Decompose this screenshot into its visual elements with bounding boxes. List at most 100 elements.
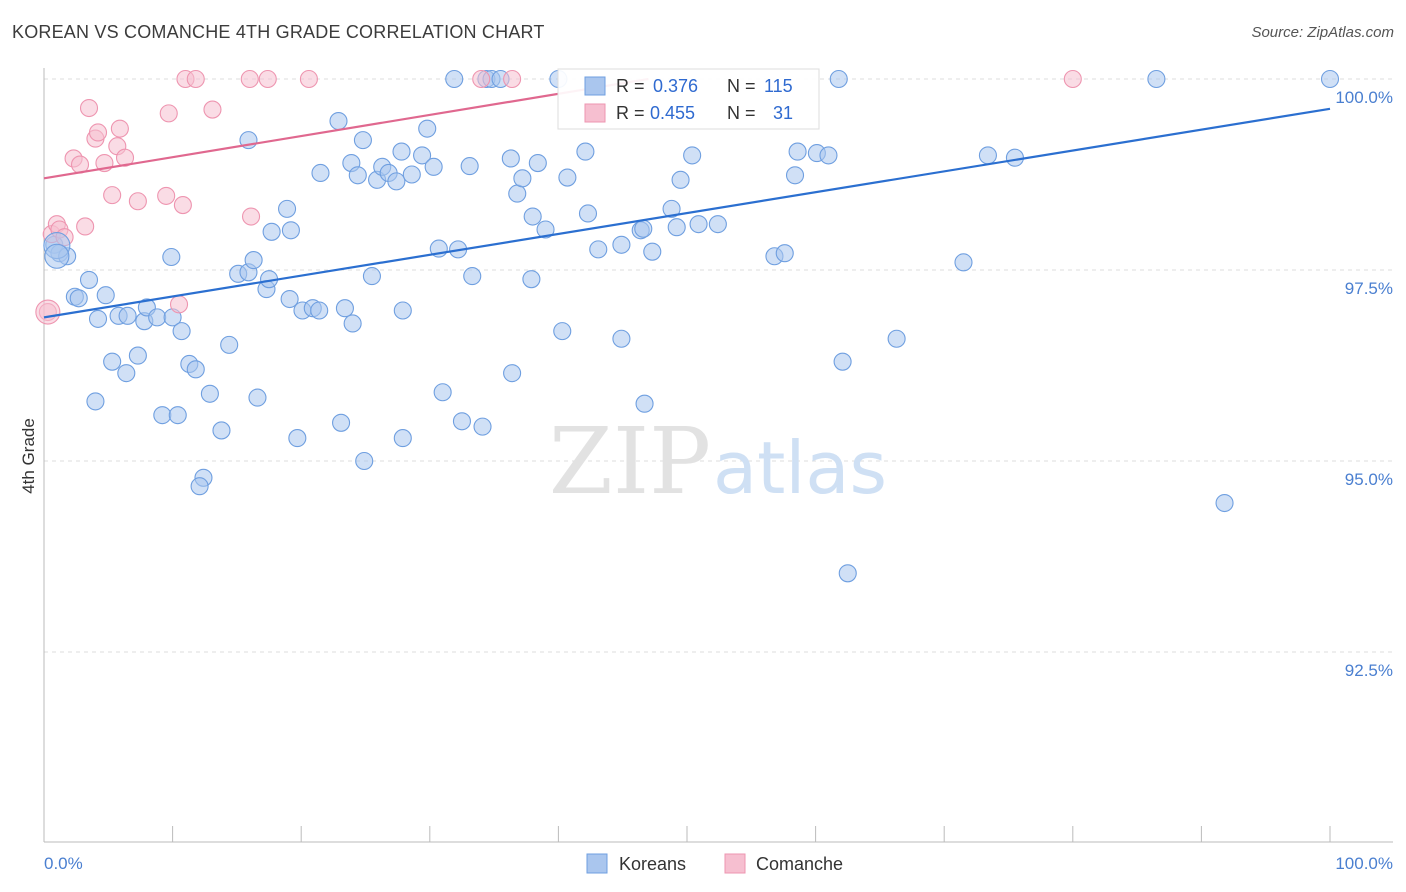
korean-point: [513, 169, 532, 188]
korean-point: [69, 289, 88, 308]
comanche-point: [240, 69, 259, 89]
korean-point: [523, 207, 542, 226]
korean-point: [348, 166, 367, 185]
legend-koreans-r-value: 0.376: [653, 76, 698, 96]
x-tick-label-max: 100.0%: [1335, 854, 1393, 873]
bottom-legend-koreans-label: Koreans: [619, 854, 686, 874]
legend-comanche-r-label: R =: [616, 103, 645, 123]
korean-point: [463, 267, 482, 286]
korean-point: [413, 146, 432, 165]
korean-point: [220, 335, 239, 354]
y-tick-label: 95.0%: [1345, 470, 1393, 489]
korean-point: [833, 352, 852, 371]
legend-koreans-n-value: 115: [764, 76, 793, 96]
korean-point: [88, 309, 108, 328]
korean-point: [44, 243, 70, 269]
comanche-point: [299, 69, 318, 89]
korean-point: [452, 412, 472, 431]
korean-point: [689, 215, 708, 234]
bottom-legend-comanche-swatch: [724, 853, 746, 874]
korean-point: [887, 329, 906, 348]
comanche-point: [79, 98, 99, 118]
korean-point: [1147, 69, 1166, 89]
korean-point: [262, 222, 281, 241]
korean-point: [612, 329, 631, 348]
korean-point: [501, 149, 520, 168]
comanche-point: [169, 295, 189, 314]
korean-point: [576, 142, 595, 161]
korean-point: [353, 131, 372, 150]
korean-point: [424, 157, 443, 176]
comanche-point: [159, 104, 178, 123]
korean-point: [387, 172, 406, 191]
comanche-point: [103, 186, 122, 205]
comanche-point: [157, 186, 176, 205]
korean-point: [212, 421, 231, 440]
korean-point: [671, 170, 690, 189]
korean-point: [634, 219, 653, 238]
korean-point: [335, 299, 354, 318]
x-tick-label-min: 0.0%: [44, 854, 83, 873]
korean-point: [244, 251, 263, 270]
comanche-point: [186, 69, 205, 89]
source-text: Source: ZipAtlas.com: [1251, 24, 1394, 41]
korean-point: [332, 413, 351, 432]
korean-point: [445, 69, 464, 89]
korean-point: [248, 388, 267, 407]
korean-point: [788, 142, 807, 161]
korean-point: [392, 142, 411, 161]
watermark: ZIP atlas: [549, 408, 887, 515]
grid-layer: [44, 78, 1393, 653]
comanche-point: [503, 69, 522, 89]
comanche-point: [241, 207, 261, 226]
korean-point: [667, 218, 686, 237]
comanche-point: [203, 100, 222, 119]
korean-point: [280, 289, 299, 309]
korean-point: [281, 221, 300, 240]
korean-point: [128, 346, 147, 365]
korean-point: [200, 384, 219, 403]
comanche-point: [258, 69, 277, 89]
legend-comanche-n-value: 31: [773, 103, 793, 123]
y-axis-title: 4th Grade: [19, 418, 38, 494]
comanche-point: [472, 69, 491, 89]
comanche-point: [76, 217, 95, 236]
korean-point: [528, 153, 547, 173]
chart-title: KOREAN VS COMANCHE 4TH GRADE CORRELATION…: [12, 22, 545, 42]
korean-point: [329, 111, 348, 131]
bottom-legend-koreans-swatch: [586, 853, 608, 874]
korean-point: [162, 247, 181, 267]
korean-point: [558, 168, 577, 187]
korean-point: [978, 146, 997, 165]
bottom-legend-comanche-label: Comanche: [756, 854, 843, 874]
korean-point: [553, 322, 572, 341]
korean-point: [578, 204, 598, 223]
korean-point: [683, 146, 702, 165]
korean-point: [589, 240, 608, 259]
korean-point: [343, 314, 362, 333]
korean-point: [536, 220, 555, 239]
korean-point: [393, 301, 412, 320]
korean-point: [473, 417, 492, 436]
korean-point: [362, 267, 381, 286]
korean-point: [311, 163, 330, 183]
korean-point: [508, 184, 527, 203]
korean-point: [153, 406, 172, 425]
y-tick-label: 100.0%: [1335, 88, 1393, 107]
korean-point: [643, 242, 662, 261]
watermark-zip: ZIP: [549, 408, 711, 515]
comanche-point: [88, 123, 108, 142]
korean-point: [310, 301, 329, 320]
korean-point: [288, 429, 307, 448]
comanche-point: [35, 299, 61, 325]
korean-point: [503, 364, 522, 383]
comanche-point: [128, 192, 147, 211]
korean-point: [460, 157, 479, 176]
korean-point: [168, 406, 187, 425]
points-layer: [35, 69, 1340, 583]
axis-layer: 92.5% 95.0% 97.5% 100.0%: [43, 68, 1393, 843]
comanche-point: [115, 148, 135, 167]
trend-layer: [43, 77, 1331, 319]
legend-box: R = 0.376 N = 115 R = 0.455 N = 31: [557, 68, 820, 130]
